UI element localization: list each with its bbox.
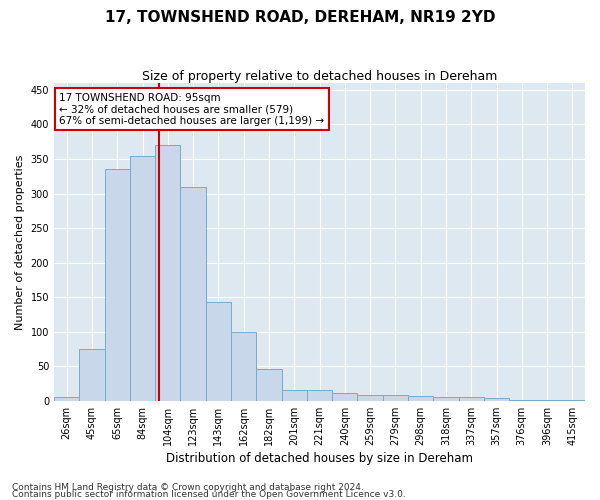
Text: 17 TOWNSHEND ROAD: 95sqm
← 32% of detached houses are smaller (579)
67% of semi-: 17 TOWNSHEND ROAD: 95sqm ← 32% of detach…	[59, 92, 325, 126]
Bar	[181, 186, 206, 401]
Bar	[408, 396, 433, 401]
Bar	[509, 400, 535, 401]
Bar	[458, 398, 484, 401]
Bar	[130, 156, 155, 401]
Bar	[332, 393, 358, 401]
Bar	[281, 390, 307, 401]
Bar	[256, 369, 281, 401]
Y-axis label: Number of detached properties: Number of detached properties	[15, 154, 25, 330]
Bar	[535, 400, 560, 401]
Bar	[484, 398, 509, 401]
Bar	[358, 394, 383, 401]
X-axis label: Distribution of detached houses by size in Dereham: Distribution of detached houses by size …	[166, 452, 473, 465]
Bar	[54, 398, 79, 401]
Bar	[231, 332, 256, 401]
Bar	[560, 400, 585, 401]
Bar	[206, 302, 231, 401]
Bar	[79, 349, 104, 401]
Bar	[307, 390, 332, 401]
Title: Size of property relative to detached houses in Dereham: Size of property relative to detached ho…	[142, 70, 497, 83]
Bar	[383, 394, 408, 401]
Text: 17, TOWNSHEND ROAD, DEREHAM, NR19 2YD: 17, TOWNSHEND ROAD, DEREHAM, NR19 2YD	[105, 10, 495, 25]
Bar	[433, 398, 458, 401]
Bar	[104, 170, 130, 401]
Text: Contains public sector information licensed under the Open Government Licence v3: Contains public sector information licen…	[12, 490, 406, 499]
Text: Contains HM Land Registry data © Crown copyright and database right 2024.: Contains HM Land Registry data © Crown c…	[12, 484, 364, 492]
Bar	[155, 145, 181, 401]
